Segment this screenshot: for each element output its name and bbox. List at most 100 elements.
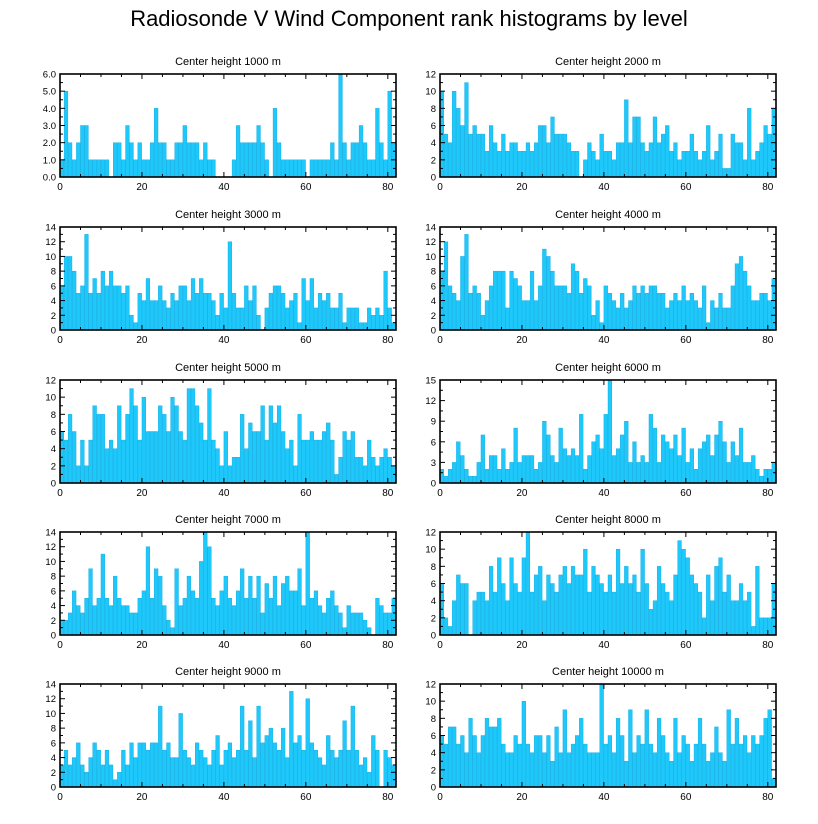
bar — [743, 600, 748, 636]
bar — [550, 116, 555, 178]
bar — [235, 590, 241, 636]
bar — [513, 583, 518, 636]
bar — [326, 598, 331, 636]
bar — [133, 159, 138, 178]
bar — [730, 441, 735, 484]
y-tick-label: 6 — [431, 437, 436, 448]
y-tick-label: 0 — [51, 479, 56, 490]
bar — [154, 431, 159, 484]
bar — [211, 439, 216, 484]
bar — [330, 307, 335, 331]
bar — [117, 598, 122, 636]
bar — [182, 125, 187, 178]
bar — [80, 612, 85, 636]
bar — [363, 620, 368, 636]
bar — [763, 293, 768, 331]
bar — [375, 750, 380, 788]
y-tick-label: 6.0 — [43, 70, 56, 81]
bar — [113, 575, 118, 636]
bar — [227, 742, 232, 788]
bar — [244, 750, 249, 788]
bar — [80, 125, 85, 178]
bar — [632, 574, 637, 636]
bar — [595, 752, 600, 788]
bar — [648, 414, 653, 484]
bar — [350, 612, 355, 636]
bar — [542, 421, 547, 484]
bar — [297, 414, 302, 484]
bar — [566, 752, 571, 788]
bar — [521, 300, 526, 331]
bar — [443, 617, 449, 636]
bar — [379, 142, 384, 178]
bar — [141, 300, 146, 331]
bar — [268, 598, 273, 636]
y-tick-label: 15 — [425, 376, 436, 387]
bar — [689, 574, 694, 636]
bar — [734, 718, 739, 788]
bar — [80, 764, 85, 788]
x-tick-label: 0 — [437, 488, 443, 499]
bar — [117, 285, 122, 331]
bar — [297, 735, 302, 788]
bar — [661, 133, 666, 178]
x-tick-label: 40 — [218, 182, 230, 193]
bar — [268, 293, 273, 331]
y-tick-label: 14 — [45, 223, 56, 234]
bar — [211, 159, 216, 178]
bar — [145, 278, 151, 331]
bar — [121, 605, 126, 636]
bar — [611, 159, 617, 178]
y-tick-label: 9 — [431, 417, 436, 428]
bar — [460, 125, 465, 178]
bar — [640, 142, 645, 178]
y-tick-label: 10 — [425, 697, 436, 708]
bar — [166, 159, 171, 178]
bar — [702, 441, 707, 484]
bar — [734, 600, 739, 636]
x-tick-label: 80 — [382, 488, 394, 499]
x-tick-label: 20 — [136, 335, 148, 346]
bar — [562, 133, 567, 178]
bar — [100, 159, 105, 178]
bar — [730, 743, 735, 788]
bar — [88, 757, 93, 788]
bar — [76, 293, 81, 331]
bar — [525, 743, 531, 788]
bar — [248, 142, 253, 178]
bar — [63, 439, 69, 484]
bar — [358, 764, 364, 788]
bar — [375, 108, 380, 178]
bar — [603, 591, 608, 636]
bar — [693, 151, 699, 178]
bar — [121, 159, 126, 178]
bar — [509, 752, 514, 788]
bar — [231, 457, 237, 484]
bar — [154, 568, 159, 636]
bar — [628, 462, 633, 484]
bar — [726, 168, 731, 178]
bar — [313, 159, 319, 178]
x-tick-label: 60 — [680, 640, 692, 651]
panel-title: Center height 9000 m — [175, 666, 281, 678]
bar — [166, 307, 171, 331]
bar — [443, 133, 449, 178]
bar — [383, 448, 388, 484]
bar — [342, 322, 347, 331]
bar — [755, 566, 760, 636]
bar — [195, 742, 200, 788]
bar — [644, 151, 649, 178]
bar — [371, 315, 376, 331]
y-tick-label: 2 — [51, 768, 56, 779]
bar — [476, 293, 481, 331]
bar — [203, 142, 208, 178]
bar — [661, 583, 666, 636]
bar — [367, 627, 372, 636]
bar — [72, 757, 77, 788]
bar — [72, 159, 77, 178]
bar — [117, 405, 122, 484]
x-tick-label: 20 — [516, 488, 528, 499]
y-tick-label: 8 — [51, 267, 56, 278]
bar — [714, 566, 719, 636]
bar — [448, 285, 453, 331]
